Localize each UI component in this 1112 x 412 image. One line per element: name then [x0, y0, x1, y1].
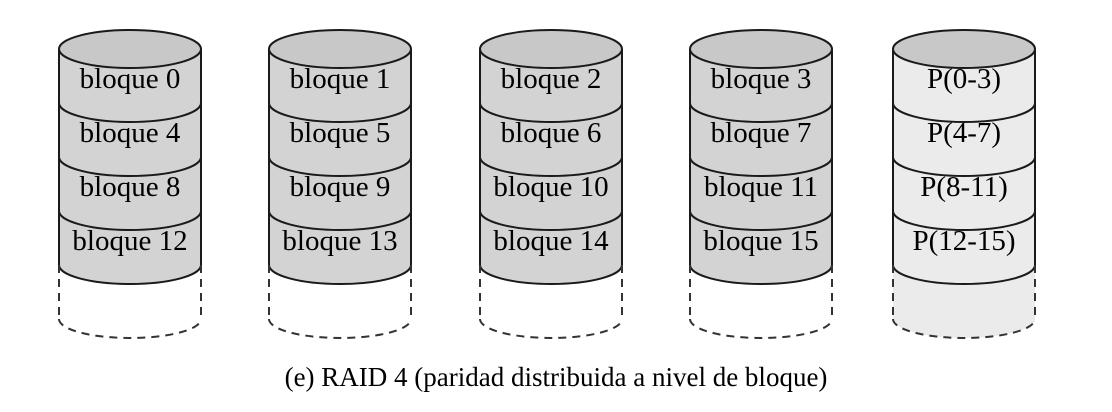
data-block-label: bloque 15: [703, 225, 818, 257]
parity-block-label: P(4-7): [927, 117, 1001, 149]
data-block-label: bloque 10: [493, 171, 608, 203]
disk-top: [479, 29, 623, 69]
data-block-label: bloque 12: [72, 225, 187, 257]
data-block-label: bloque 5: [290, 117, 391, 149]
data-block-label: bloque 14: [493, 225, 609, 257]
data-block-label: bloque 13: [282, 225, 397, 257]
empty-bottom-arc: [479, 318, 623, 339]
disk-body: [480, 49, 622, 284]
segment-divider: [58, 156, 202, 177]
segment-divider: [479, 264, 623, 285]
disk-body: [269, 49, 411, 284]
data-block-label: bloque 1: [290, 63, 391, 95]
data-block-label: bloque 9: [290, 171, 391, 203]
disk-0: bloque 0 bloque 4 bloque 8 bloque 12: [58, 29, 202, 339]
disk-top: [689, 29, 833, 69]
segment-divider: [479, 156, 623, 177]
empty-bottom-arc: [892, 318, 1036, 339]
disk-3: bloque 3 bloque 7 bloque 11 bloque 15: [689, 29, 833, 339]
data-block-label: bloque 8: [80, 171, 181, 203]
disk-2: bloque 2 bloque 6 bloque 10 bloque 14: [479, 29, 623, 339]
segment-divider: [689, 264, 833, 285]
segment-divider: [479, 210, 623, 231]
empty-segment-fill: [893, 265, 1035, 338]
disk-1: bloque 1 bloque 5 bloque 9 bloque 13: [268, 29, 412, 339]
segment-divider: [268, 264, 412, 285]
disk-body: [893, 49, 1035, 284]
segment-divider: [689, 156, 833, 177]
disk-top: [268, 29, 412, 69]
segment-divider: [479, 102, 623, 123]
segment-divider: [892, 156, 1036, 177]
data-block-label: bloque 6: [501, 117, 602, 149]
segment-divider: [892, 210, 1036, 231]
segment-divider: [268, 210, 412, 231]
empty-bottom-arc: [689, 318, 833, 339]
figure-caption: (e) RAID 4 (paridad distribuida a nivel …: [284, 362, 828, 392]
parity-block-label: P(12-15): [912, 225, 1015, 257]
segment-divider: [892, 264, 1036, 285]
disk-body: [59, 49, 201, 284]
disk-body: [690, 49, 832, 284]
data-block-label: bloque 3: [711, 63, 812, 95]
data-block-label: bloque 2: [501, 63, 602, 95]
disk-4: P(0-3) P(4-7) P(8-11) P(12-15): [892, 29, 1036, 339]
data-block-label: bloque 7: [711, 117, 812, 149]
segment-divider: [689, 210, 833, 231]
parity-block-label: P(8-11): [920, 171, 1008, 203]
data-block-label: bloque 0: [80, 63, 181, 95]
data-block-label: bloque 4: [80, 117, 181, 149]
disk-top: [58, 29, 202, 69]
segment-divider: [268, 102, 412, 123]
parity-block-label: P(0-3): [927, 63, 1001, 95]
segment-divider: [892, 102, 1036, 123]
disk-top: [892, 29, 1036, 69]
data-block-label: bloque 11: [704, 171, 818, 203]
segment-divider: [58, 264, 202, 285]
segment-divider: [689, 102, 833, 123]
empty-bottom-arc: [268, 318, 412, 339]
segment-divider: [58, 210, 202, 231]
segment-divider: [268, 156, 412, 177]
empty-bottom-arc: [58, 318, 202, 339]
segment-divider: [58, 102, 202, 123]
